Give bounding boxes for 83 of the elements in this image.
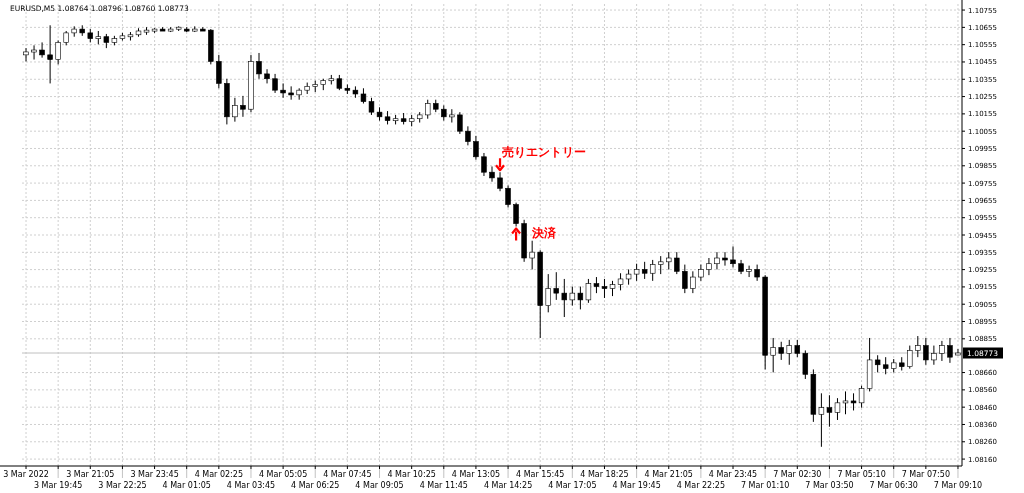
candlestick (497, 171, 503, 192)
x-tick-label: 7 Mar 09:10 (933, 481, 983, 490)
candlestick (674, 251, 680, 275)
candlestick (39, 41, 45, 59)
x-tick-label: 7 Mar 02:30 (773, 470, 822, 479)
candlestick (858, 385, 865, 409)
x-tick-label: 3 Mar 2022 (3, 470, 49, 479)
x-tick-label: 4 Mar 06:25 (291, 481, 340, 490)
candlestick (425, 99, 431, 120)
x-tick-label: 4 Mar 15:45 (516, 470, 565, 479)
x-tick-label: 3 Mar 23:45 (130, 470, 179, 479)
candlestick (577, 286, 584, 310)
annotation: 売りエントリー (502, 145, 587, 160)
x-tick-label: 4 Mar 02:25 (194, 470, 243, 479)
candlestick (585, 278, 592, 304)
x-tick-label: 4 Mar 07:45 (323, 470, 372, 479)
candlestick (730, 245, 736, 269)
candlestick (569, 286, 576, 307)
x-tick-label: 4 Mar 17:05 (548, 481, 597, 490)
x-tick-label: 4 Mar 14:25 (483, 481, 533, 490)
x-tick-label: 3 Mar 22:25 (98, 481, 147, 490)
candlestick (714, 251, 720, 270)
x-tick-label: 4 Mar 21:05 (644, 470, 693, 479)
x-tick-label: 4 Mar 19:45 (612, 481, 661, 490)
candlestick (47, 24, 53, 84)
candlestick (23, 47, 29, 62)
x-tick-label: 7 Mar 05:10 (837, 470, 886, 479)
candlestick (553, 271, 559, 301)
x-tick-label: 4 Mar 13:05 (451, 470, 501, 479)
candlestick (682, 264, 688, 294)
x-tick-label: 4 Mar 23:45 (708, 470, 758, 479)
candlestick (706, 257, 712, 276)
x-tick-label: 7 Mar 03:50 (805, 481, 854, 490)
candlestick (770, 337, 776, 373)
x-tick-label: 4 Mar 18:25 (580, 470, 629, 479)
x-tick-label: 7 Mar 06:30 (869, 481, 918, 490)
candlestick (947, 337, 953, 364)
candlestick (529, 240, 535, 270)
candlestick (288, 85, 294, 101)
candlestick (746, 265, 752, 278)
candlestick (465, 125, 471, 146)
x-tick-label: 3 Mar 21:05 (66, 470, 115, 479)
x-tick-label: 7 Mar 01:10 (741, 481, 790, 490)
candlestick (513, 202, 519, 228)
candlestick (240, 95, 246, 118)
annotation: 決済 (531, 225, 558, 240)
candlestick (561, 278, 568, 318)
candlestick (545, 273, 551, 313)
candlestick (923, 337, 929, 366)
x-tick-label: 4 Mar 11:45 (419, 481, 468, 490)
x-tick-label: 4 Mar 22:25 (676, 481, 726, 490)
candlestick (826, 394, 833, 428)
candlestick (915, 335, 921, 358)
candlestick (473, 135, 479, 161)
x-tick-label: 3 Mar 19:45 (33, 481, 83, 490)
candlestick (778, 341, 784, 361)
x-tick-label: 7 Mar 07:50 (901, 470, 951, 479)
candlestick (489, 165, 495, 183)
x-tick-label: 4 Mar 05:05 (258, 470, 308, 479)
candlestick (690, 270, 696, 294)
x-tick-label: 4 Mar 03:45 (226, 481, 276, 490)
candlestick (481, 152, 487, 177)
candlestick (907, 345, 913, 370)
x-tick-label: 4 Mar 09:05 (355, 481, 404, 490)
candlestick (232, 97, 238, 123)
candlestick (457, 111, 463, 135)
candlestick (55, 40, 61, 65)
candlestick (272, 73, 278, 94)
x-tick-label: 4 Mar 10:25 (387, 470, 436, 479)
candlestick (786, 339, 792, 366)
candlestick (264, 68, 270, 84)
candlestick (818, 392, 825, 448)
candlestick (280, 82, 286, 99)
candlestick (505, 185, 511, 208)
candlestick (216, 54, 222, 89)
x-tick-label: 4 Mar 01:05 (162, 481, 211, 490)
candlestick (802, 349, 809, 380)
candlestick (256, 52, 262, 80)
candlestick (939, 340, 945, 362)
candlestick (649, 259, 656, 282)
candlestick (931, 345, 937, 366)
candlestick (722, 251, 728, 267)
candlestick (31, 44, 37, 61)
